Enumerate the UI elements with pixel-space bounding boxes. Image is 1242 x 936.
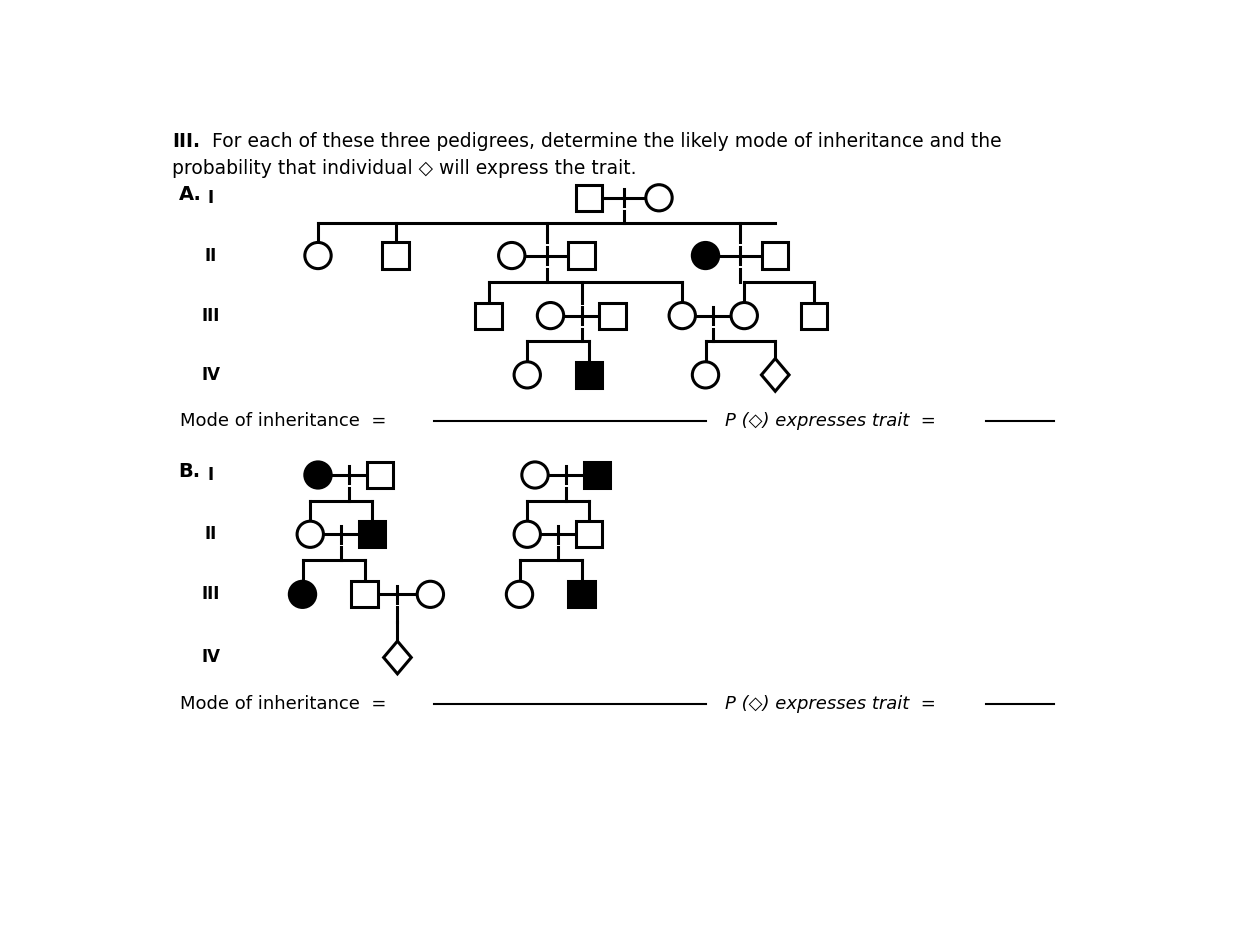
Bar [383,242,409,269]
Text: I: I [207,466,214,484]
Circle shape [732,302,758,329]
Circle shape [304,461,332,488]
Text: I: I [207,189,214,207]
Text: II: II [205,246,217,265]
Text: B.: B. [179,461,201,481]
Circle shape [538,302,564,329]
Text: IV: IV [201,649,221,666]
Circle shape [692,362,719,388]
Circle shape [514,521,540,548]
Circle shape [304,242,332,269]
Circle shape [507,581,533,607]
Polygon shape [384,641,411,674]
Bar [476,302,502,329]
Text: II: II [205,525,217,543]
Bar [584,461,610,488]
Text: A.: A. [179,184,201,204]
Bar [801,302,827,329]
Text: P (◇) expresses trait  =: P (◇) expresses trait = [725,412,935,430]
Text: III: III [202,307,220,325]
Circle shape [417,581,443,607]
Text: For each of these three pedigrees, determine the likely mode of inheritance and : For each of these three pedigrees, deter… [200,132,1002,152]
Bar [763,242,789,269]
Text: III: III [202,585,220,604]
Circle shape [289,581,315,607]
Polygon shape [761,358,789,391]
Text: IV: IV [201,366,221,384]
Bar [366,461,394,488]
Bar [576,184,602,211]
Circle shape [646,184,672,211]
Circle shape [297,521,323,548]
Text: Mode of inheritance  =: Mode of inheritance = [180,695,386,712]
Circle shape [669,302,696,329]
Text: III.: III. [173,132,200,152]
Circle shape [522,461,548,488]
Bar [569,581,595,607]
Bar [576,521,602,548]
Bar [569,242,595,269]
Text: Mode of inheritance  =: Mode of inheritance = [180,412,386,430]
Bar [351,581,378,607]
Bar [359,521,385,548]
Text: P (◇) expresses trait  =: P (◇) expresses trait = [725,695,935,712]
Text: probability that individual ◇ will express the trait.: probability that individual ◇ will expre… [173,158,637,178]
Circle shape [498,242,525,269]
Bar [576,362,602,388]
Circle shape [514,362,540,388]
Bar [600,302,626,329]
Circle shape [692,242,719,269]
